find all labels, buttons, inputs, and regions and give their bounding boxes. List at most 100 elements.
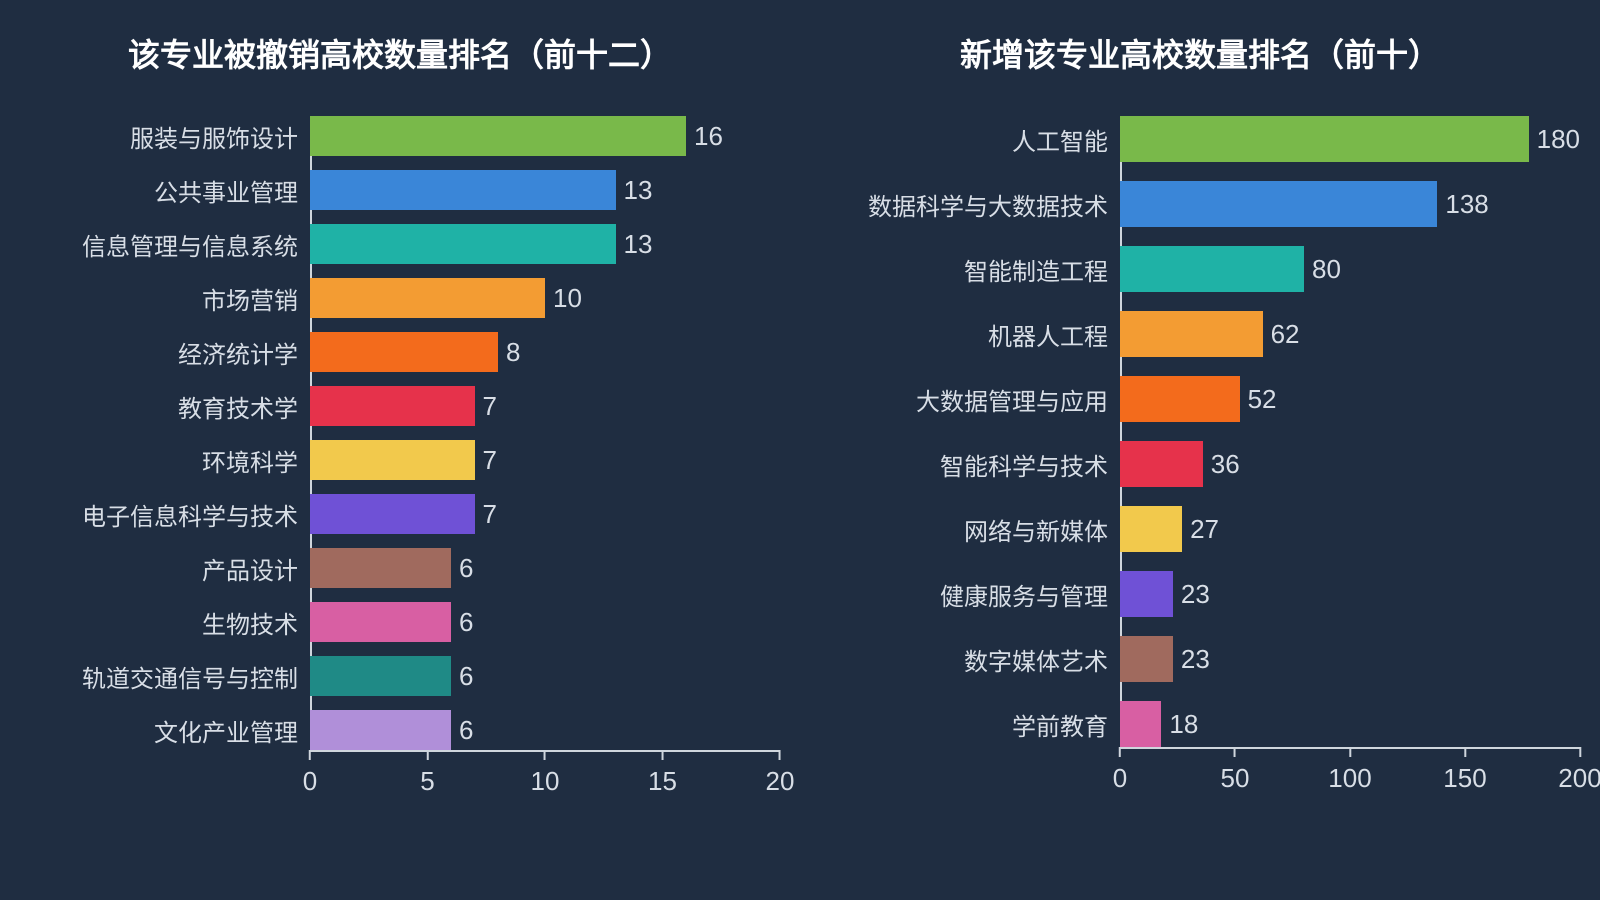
bar-fill [1120,376,1240,422]
bar-fill [310,170,616,210]
bar-fill [310,116,686,156]
bar-track: 80 [1120,246,1580,292]
x-tick: 150 [1443,747,1486,794]
bar-value: 16 [694,121,723,152]
bar-value: 7 [483,391,497,422]
bar-row: 轨道交通信号与控制6 [20,656,780,696]
bar-track: 13 [310,170,780,210]
bar-value: 18 [1169,709,1198,740]
bar-fill [1120,311,1263,357]
bar-row: 数字媒体艺术 23 [820,636,1580,682]
bar-value: 6 [459,607,473,638]
bar-track: 27 [1120,506,1580,552]
bar-track: 8 [310,332,780,372]
bar-label: 数据科学与大数据技术 [820,187,1120,222]
tick-mark [1119,747,1121,757]
tick-label: 10 [531,766,560,797]
x-tick: 50 [1221,747,1250,794]
bar-row: 服装与服饰设计 16 [20,116,780,156]
x-tick: 100 [1328,747,1371,794]
bar-value: 27 [1190,514,1219,545]
left-chart-panel: 该专业被撤销高校数量排名（前十二） 服装与服饰设计 16 公共事业管理13 信息管理与… [0,0,800,900]
bar-label: 文化产业管理 [20,713,310,748]
bar-row: 经济统计学 8 [20,332,780,372]
bar-track: 36 [1120,441,1580,487]
bar-track: 6 [310,710,780,750]
bar-track: 180 [1120,116,1580,162]
bar-value: 6 [459,553,473,584]
bar-value: 7 [483,499,497,530]
bar-fill [1120,246,1304,292]
bar-fill [310,386,475,426]
bar-label: 人工智能 [820,122,1120,157]
bar-label: 学前教育 [820,707,1120,742]
tick-mark [309,750,311,760]
bar-row: 智能科学与技术36 [820,441,1580,487]
bar-value: 6 [459,715,473,746]
right-plot-area: 人工智能180数据科学与大数据技术138智能制造工程80机器人工程62大数据管理… [820,116,1580,747]
bar-row: 公共事业管理13 [20,170,780,210]
bar-value: 180 [1537,124,1580,155]
bar-row: 信息管理与信息系统 13 [20,224,780,264]
bar-label: 智能制造工程 [820,252,1120,287]
bar-label: 经济统计学 [20,335,310,370]
bar-track: 52 [1120,376,1580,422]
tick-label: 150 [1443,763,1486,794]
bar-row: 大数据管理与应用52 [820,376,1580,422]
bar-track: 23 [1120,571,1580,617]
x-tick: 0 [303,750,317,797]
tick-label: 0 [1113,763,1127,794]
bar-label: 生物技术 [20,605,310,640]
bar-track: 6 [310,656,780,696]
tick-mark [1579,747,1581,757]
tick-label: 50 [1221,763,1250,794]
bar-label: 环境科学 [20,443,310,478]
bar-fill [310,494,475,534]
bar-fill [1120,701,1161,747]
x-tick: 20 [766,750,795,797]
bar-row: 环境科学 7 [20,440,780,480]
bar-track: 7 [310,386,780,426]
bar-value: 80 [1312,254,1341,285]
left-chart-title: 该专业被撤销高校数量排名（前十二） [20,30,780,76]
bar-label: 市场营销 [20,281,310,316]
bar-row: 学前教育 18 [820,701,1580,747]
bar-label: 信息管理与信息系统 [20,227,310,262]
tick-label: 200 [1558,763,1600,794]
bar-track: 6 [310,548,780,588]
bar-label: 健康服务与管理 [820,577,1120,612]
bar-label: 数字媒体艺术 [820,642,1120,677]
bar-label: 轨道交通信号与控制 [20,659,310,694]
bar-track: 62 [1120,311,1580,357]
bar-row: 文化产业管理 6 [20,710,780,750]
left-plot-area: 服装与服饰设计 16 公共事业管理13 信息管理与信息系统 13 市场营销 10 经济统计学 8… [20,116,780,750]
bar-label: 服装与服饰设计 [20,119,310,154]
bar-label: 电子信息科学与技术 [20,497,310,532]
bar-value: 13 [624,229,653,260]
bar-value: 23 [1181,579,1210,610]
bar-value: 7 [483,445,497,476]
tick-label: 100 [1328,763,1371,794]
bar-value: 62 [1271,319,1300,350]
bar-value: 52 [1248,384,1277,415]
tick-mark [661,750,663,760]
bar-fill [1120,441,1203,487]
bar-row: 人工智能 180 [820,116,1580,162]
left-axis-area: 05101520 [310,750,780,810]
bar-label: 智能科学与技术 [820,447,1120,482]
bar-fill [310,278,545,318]
tick-mark [427,750,429,760]
bar-row: 智能制造工程 80 [820,246,1580,292]
bar-value: 23 [1181,644,1210,675]
bar-row: 市场营销 10 [20,278,780,318]
bar-track: 18 [1120,701,1580,747]
tick-label: 20 [766,766,795,797]
bar-fill [310,440,475,480]
bar-value: 13 [624,175,653,206]
tick-mark [1234,747,1236,757]
bar-value: 10 [553,283,582,314]
bar-value: 8 [506,337,520,368]
bar-track: 138 [1120,181,1580,227]
bar-track: 13 [310,224,780,264]
left-chart-body: 服装与服饰设计 16 公共事业管理13 信息管理与信息系统 13 市场营销 10 经济统计学 8… [20,116,780,860]
